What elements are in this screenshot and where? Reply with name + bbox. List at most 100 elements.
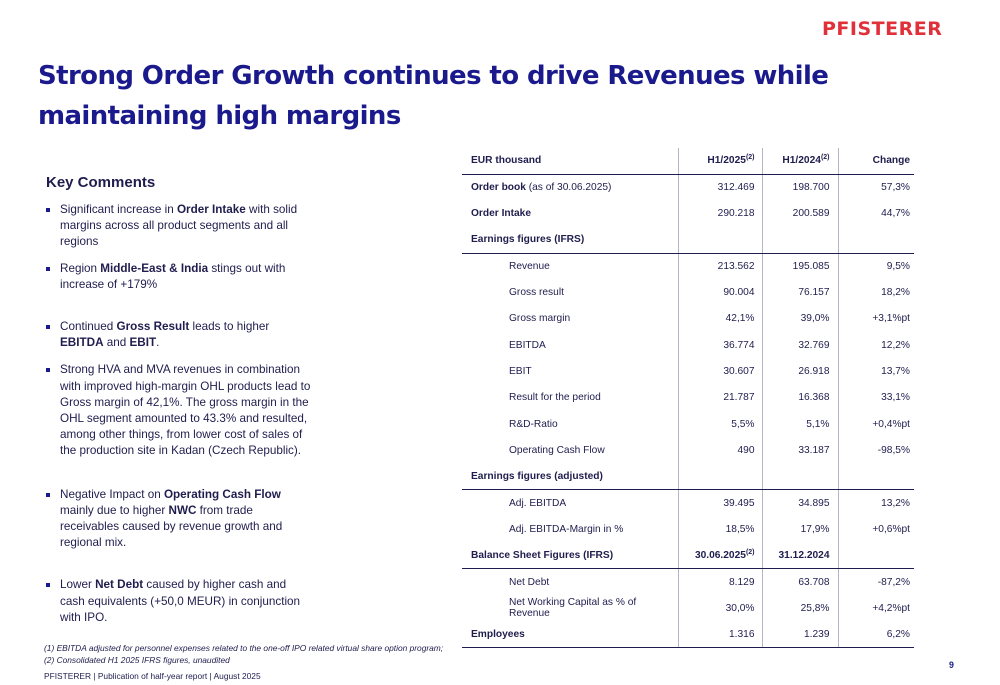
row-value-1: 490 — [677, 437, 762, 464]
table-row: R&D-Ratio 5,5% 5,1% +0,4%pt — [462, 410, 914, 438]
table-row: Order Intake 290.218 200.589 44,7% — [462, 200, 914, 227]
row-value-1: 1.316 — [677, 621, 762, 649]
row-value-3: -87,2% — [837, 568, 914, 596]
row-label: Earnings figures (adjusted) — [462, 463, 678, 491]
row-value-1: 290.218 — [677, 200, 762, 227]
row-value-2: 63.708 — [761, 568, 838, 596]
footer-text: PFISTERER | Publication of half-year rep… — [44, 671, 261, 681]
row-label: Order Intake — [471, 208, 532, 220]
bullet-order-intake: Significant increase in Order Intake wit… — [46, 202, 311, 251]
footnote-1: (1) EBITDA adjusted for personnel expens… — [44, 643, 444, 653]
row-value-2: 5,1% — [761, 410, 838, 438]
header-change: Change — [837, 148, 914, 175]
row-value-2: 17,9% — [761, 516, 838, 543]
row-value-3: 33,1% — [837, 384, 914, 411]
header-label: EUR thousand — [462, 148, 678, 175]
row-value-2: 39,0% — [761, 305, 838, 333]
row-value-2: 195.085 — [761, 253, 838, 280]
row-label: R&D-Ratio — [509, 418, 558, 430]
table-row: Net Debt 8.129 63.708 -87,2% — [462, 568, 914, 596]
table-row: Order book (as of 30.06.2025) 312.469 198.… — [462, 174, 914, 201]
row-label: Net Debt — [509, 576, 550, 588]
row-value-2: 16.368 — [761, 384, 838, 411]
table-header-row: EUR thousand H1/2025(2) H1/2024(2) Chang… — [462, 148, 914, 175]
bullet-middle-east-india: Region Middle-East & India stings out wi… — [46, 261, 311, 293]
row-value-1: 18,5% — [677, 516, 762, 543]
row-label: Earnings figures (IFRS) — [462, 226, 678, 254]
table-row: Operating Cash Flow 490 33.187 -98,5% — [462, 437, 914, 464]
row-value-1 — [677, 463, 762, 491]
table-row: Employees 1.316 1.239 6,2% — [462, 621, 914, 649]
page-number: 9 — [949, 660, 954, 670]
row-value-1: 30.607 — [677, 358, 762, 385]
row-value-2: 34.895 — [761, 489, 838, 517]
row-value-2: 25,8% — [761, 595, 838, 622]
row-value-3: 57,3% — [837, 174, 914, 201]
financial-table: EUR thousand H1/2025(2) H1/2024(2) Chang… — [462, 148, 914, 649]
row-value-3: 18,2% — [837, 279, 914, 306]
key-comments-heading: Key Comments — [46, 174, 156, 191]
row-value-1: 30.06.2025(2) — [677, 542, 762, 570]
row-value-3: +0,6%pt — [837, 516, 914, 543]
bullet-gross-margin: Strong HVA and MVA revenues in combinati… — [46, 362, 311, 459]
row-value-1: 90.004 — [677, 279, 762, 306]
row-value-2: 32.769 — [761, 332, 838, 359]
row-value-3: 13,7% — [837, 358, 914, 385]
row-value-3: 12,2% — [837, 332, 914, 359]
table-row: Net Working Capital as % of Revenue 30,0%… — [462, 595, 914, 622]
row-label: Adj. EBITDA — [509, 497, 567, 509]
row-label: Employees — [462, 621, 678, 649]
row-value-3 — [837, 463, 914, 491]
row-label: Gross margin — [509, 313, 571, 325]
row-value-1: 36.774 — [677, 332, 762, 359]
company-logo: PFISTERER — [822, 18, 943, 40]
row-value-3 — [837, 542, 914, 570]
table-row: Adj. EBITDA-Margin in % 18,5% 17,9% +0,6%pt — [462, 516, 914, 543]
row-label: Net Working Capital as % of Revenue — [509, 597, 637, 620]
row-value-1: 42,1% — [677, 305, 762, 333]
row-value-3: -98,5% — [837, 437, 914, 464]
table-row: Revenue 213.562 195.085 9,5% — [462, 253, 914, 280]
table-row: Earnings figures (adjusted) — [462, 463, 914, 491]
row-label: EBIT — [509, 366, 532, 378]
row-label: Order book (as of 30.06.2025) — [471, 182, 612, 194]
row-value-2: 31.12.2024 — [761, 542, 838, 570]
bullet-operating-cash-flow: Negative Impact on Operating Cash Flow m… — [46, 487, 311, 552]
row-value-3: +3,1%pt — [837, 305, 914, 333]
row-value-1: 30,0% — [677, 595, 762, 622]
table-row: Result for the period 21.787 16.368 33,1% — [462, 384, 914, 411]
row-label: EBITDA — [509, 339, 546, 351]
table-row: Gross result 90.004 76.157 18,2% — [462, 279, 914, 306]
row-label: Revenue — [509, 261, 550, 273]
row-value-2 — [761, 226, 838, 254]
header-h1-2024: H1/2024(2) — [761, 148, 838, 175]
row-label: Balance Sheet Figures (IFRS) — [462, 542, 678, 570]
page-title: Strong Order Growth continues to drive R… — [38, 61, 829, 131]
row-label: Gross result — [509, 287, 564, 299]
footnotes: (1) EBITDA adjusted for personnel expens… — [44, 643, 443, 666]
row-value-3: +0,4%pt — [837, 410, 914, 438]
row-value-2: 1.239 — [761, 621, 838, 649]
row-value-3: +4,2%pt — [837, 595, 914, 622]
row-value-3: 9,5% — [837, 253, 914, 280]
row-value-2: 198.700 — [761, 174, 838, 201]
row-value-1: 21.787 — [677, 384, 762, 411]
row-label: Operating Cash Flow — [509, 444, 605, 456]
row-value-1: 8.129 — [677, 568, 762, 596]
table-row: Adj. EBITDA 39.495 34.895 13,2% — [462, 489, 914, 517]
table-row: EBITDA 36.774 32.769 12,2% — [462, 332, 914, 359]
row-label: Adj. EBITDA-Margin in % — [509, 523, 624, 535]
row-value-3: 44,7% — [837, 200, 914, 227]
key-comments-list: Significant increase in Order Intake wit… — [46, 202, 311, 626]
bullet-gross-result: Continued Gross Result leads to higher E… — [46, 319, 311, 351]
bullet-net-debt: Lower Net Debt caused by higher cash and… — [46, 577, 311, 626]
header-h1-2025: H1/2025(2) — [677, 148, 762, 175]
row-value-1: 5,5% — [677, 410, 762, 438]
row-value-3 — [837, 226, 914, 254]
row-value-2: 33.187 — [761, 437, 838, 464]
footnote-2: (2) Consolidated H1 2025 IFRS figures, u… — [44, 654, 230, 665]
row-value-1: 213.562 — [677, 253, 762, 280]
row-value-1: 312.469 — [677, 174, 762, 201]
row-value-3: 6,2% — [837, 621, 914, 649]
row-label: Result for the period — [509, 392, 601, 404]
